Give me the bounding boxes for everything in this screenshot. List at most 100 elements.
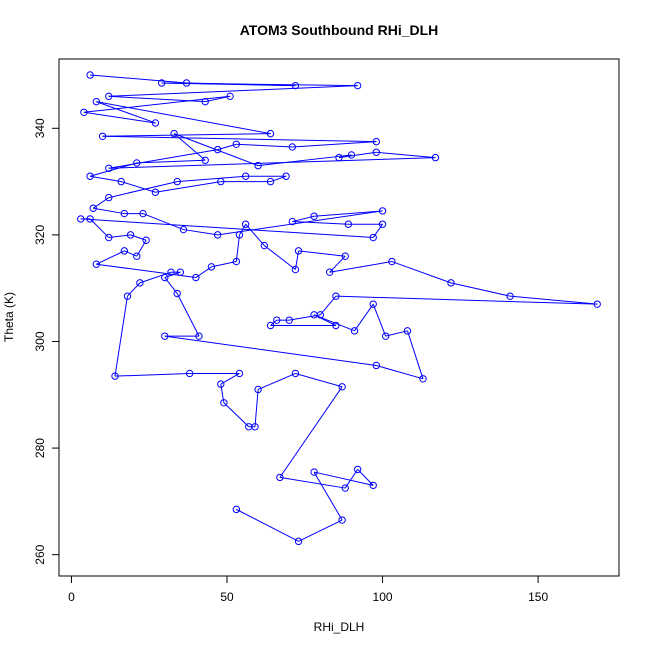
data-point — [123, 292, 132, 300]
series-segment — [177, 175, 246, 183]
series-segment — [239, 223, 247, 236]
data-point — [207, 263, 216, 271]
data-point — [338, 383, 346, 391]
series-segment — [391, 261, 452, 284]
series-segment — [130, 234, 147, 241]
data-point — [139, 209, 147, 218]
data-point — [173, 177, 181, 186]
series-segment — [114, 296, 128, 377]
series-segment — [155, 181, 221, 193]
data-point — [173, 289, 181, 298]
data-point — [105, 233, 113, 242]
x-axis: 0 50 100 150 — [68, 575, 548, 604]
data-point — [235, 369, 244, 378]
series-segment — [279, 476, 346, 489]
data-point — [266, 177, 275, 186]
data-point — [201, 97, 209, 106]
series-segment — [96, 250, 125, 265]
data-point — [201, 156, 209, 164]
series-segment — [173, 133, 206, 161]
series-segment — [264, 245, 296, 270]
data-point — [335, 153, 343, 162]
data-point — [291, 369, 300, 378]
series-segment — [354, 303, 374, 332]
data-point — [142, 236, 150, 244]
series-segment — [279, 386, 343, 478]
y-axis: 260 280 300 320 340 — [33, 118, 60, 565]
data-point — [241, 172, 250, 180]
data-point — [92, 260, 101, 268]
series-segment — [136, 159, 206, 164]
series-segment — [270, 175, 287, 183]
series-segment — [89, 218, 110, 238]
data-point — [254, 161, 262, 170]
data-point — [179, 225, 188, 234]
data-point — [133, 252, 141, 260]
data-point — [388, 257, 396, 266]
data-point — [344, 220, 353, 228]
data-point — [105, 193, 113, 202]
data-point — [126, 231, 135, 239]
series-segment — [292, 221, 349, 225]
series-segment — [314, 210, 383, 217]
series-segment — [114, 372, 190, 377]
series-segment — [90, 74, 187, 84]
data-point — [403, 327, 412, 335]
y-tick-label: 300 — [33, 331, 47, 351]
data-point — [369, 233, 377, 242]
data-point — [294, 537, 303, 546]
series-segment — [108, 85, 358, 97]
series-segment — [102, 133, 271, 137]
data-point — [86, 71, 94, 79]
data-point — [182, 79, 191, 87]
series-segment — [164, 335, 377, 366]
series-segment — [385, 330, 408, 337]
data-point — [341, 252, 349, 260]
series-segment — [254, 389, 259, 427]
data-point — [213, 145, 222, 154]
data-point — [220, 399, 228, 407]
series-segment — [108, 157, 436, 169]
series-segment — [292, 141, 377, 148]
data-point — [226, 92, 234, 101]
data-point — [288, 217, 297, 226]
data-point — [86, 172, 94, 180]
data-point — [372, 148, 381, 156]
data-point — [310, 468, 318, 476]
series-segment — [245, 223, 265, 246]
data-point — [273, 316, 281, 324]
data-point — [378, 207, 387, 215]
data-point — [369, 300, 377, 308]
series-segment — [142, 213, 184, 231]
data-point — [151, 119, 160, 127]
data-point — [266, 129, 275, 138]
series-segment — [257, 373, 296, 390]
series-segment — [93, 207, 125, 215]
data-point — [347, 151, 356, 159]
data-point — [353, 465, 362, 474]
data-point — [120, 247, 129, 255]
series-segment — [139, 271, 172, 284]
series-segment — [96, 101, 156, 124]
series-segment — [292, 215, 315, 223]
data-point — [338, 516, 346, 524]
data-point — [372, 361, 381, 370]
data-point — [217, 380, 225, 388]
data-point — [251, 423, 259, 431]
series-segment — [314, 471, 374, 486]
series-segment — [376, 151, 436, 159]
data-point — [593, 300, 601, 308]
chart-title: ATOM3 Southbound RHi_DLH — [240, 22, 439, 38]
data-point — [332, 292, 340, 300]
data-point — [77, 215, 85, 223]
data-point — [217, 177, 225, 186]
data-point — [419, 375, 427, 383]
data-point — [111, 372, 119, 380]
series-segment — [124, 250, 137, 257]
data-point — [276, 473, 284, 482]
series-segment — [298, 250, 346, 257]
series-segment — [173, 133, 259, 167]
series-segment — [223, 402, 250, 428]
series-segment — [121, 181, 156, 193]
y-tick-label: 320 — [33, 225, 47, 245]
